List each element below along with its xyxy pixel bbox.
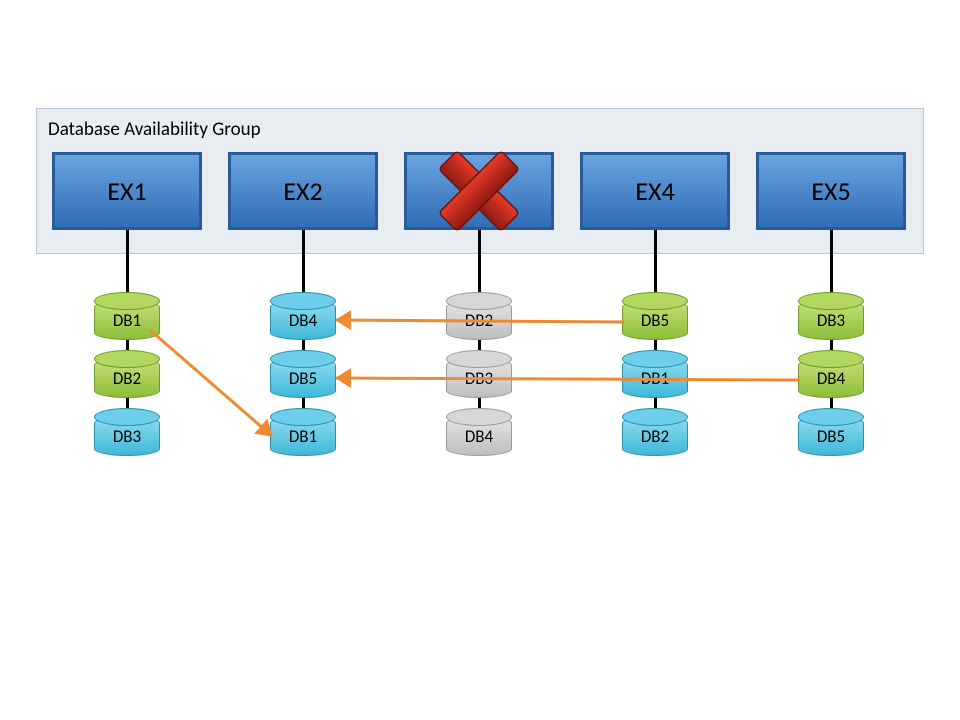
db-cylinder-ex3-db4: DB4 [446,416,512,456]
server-ex2: EX2 [228,152,378,230]
db-label: DB3 [465,368,493,389]
db-label: DB4 [817,368,845,389]
db-label: DB5 [289,368,317,389]
db-label: DB1 [113,310,141,331]
db-label: DB3 [113,426,141,447]
db-cylinder-ex1-db1: DB1 [94,300,160,340]
db-cylinder-ex4-db1: DB1 [622,358,688,398]
db-cylinder-ex1-db3: DB3 [94,416,160,456]
db-cylinder-ex3-db3: DB3 [446,358,512,398]
server-ex1: EX1 [52,152,202,230]
server-label: EX2 [283,175,322,207]
db-label: DB4 [289,310,317,331]
db-label: DB5 [817,426,845,447]
db-cylinder-ex1-db2: DB2 [94,358,160,398]
db-cylinder-ex4-db2: DB2 [622,416,688,456]
server-label: EX4 [635,175,674,207]
db-cylinder-ex2-db1: DB1 [270,416,336,456]
db-cylinder-ex3-db2: DB2 [446,300,512,340]
server-label: EX1 [107,175,146,207]
db-label: DB2 [641,426,669,447]
db-label: DB4 [465,426,493,447]
db-cylinder-ex5-db5: DB5 [798,416,864,456]
db-label: DB1 [289,426,317,447]
db-label: DB2 [113,368,141,389]
server-ex5: EX5 [756,152,906,230]
db-label: DB5 [641,310,669,331]
server-label: EX5 [811,175,850,207]
dag-group-title: Database Availability Group [48,118,261,141]
db-label: DB3 [817,310,845,331]
db-label: DB2 [465,310,493,331]
db-cylinder-ex4-db5: DB5 [622,300,688,340]
db-cylinder-ex2-db5: DB5 [270,358,336,398]
server-ex4: EX4 [580,152,730,230]
failover-arrow-3 [336,378,800,380]
failed-x-icon [431,143,527,239]
db-cylinder-ex2-db4: DB4 [270,300,336,340]
failover-arrow-1 [150,330,272,436]
db-label: DB1 [641,368,669,389]
db-cylinder-ex5-db3: DB3 [798,300,864,340]
db-cylinder-ex5-db4: DB4 [798,358,864,398]
